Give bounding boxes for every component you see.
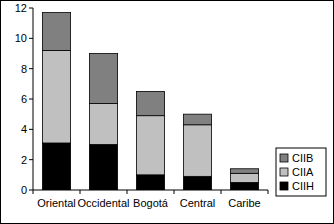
legend-label: CIIH [292,180,314,192]
y-tick [29,190,33,191]
bar-segment [230,169,258,174]
bar-segment [230,182,258,190]
x-tick-label: Central [180,197,215,209]
x-tick [80,190,81,194]
y-tick-label: 6 [21,93,27,105]
y-tick-label: 4 [21,123,27,135]
legend-swatch [280,168,288,176]
bar-segment [42,143,70,190]
bar-segment [89,104,117,145]
legend-box [276,148,326,196]
y-tick-label: 12 [15,2,27,14]
x-tick-label: Occidental [78,197,130,209]
y-tick-label: 0 [21,184,27,196]
x-tick [174,190,175,194]
x-tick [127,190,128,194]
bars [42,13,258,190]
bar-segment [89,145,117,191]
legend-swatch [280,154,288,162]
y-tick [29,159,33,160]
bar-segment [183,125,211,177]
y-tick [29,38,33,39]
bar-segment [136,175,164,190]
bar-segment [42,13,70,51]
x-tick [33,190,34,194]
x-tick-label: Oriental [37,197,76,209]
bar-segment [230,173,258,182]
chart-border [1,1,334,224]
y-tick [29,8,33,9]
y-tick [29,99,33,100]
bar-segment [89,54,117,104]
x-tick-label: Bogotá [133,197,169,209]
bar-segment [183,176,211,190]
bar-segment [183,114,211,125]
bar-segment [136,116,164,175]
legend-swatch [280,182,288,190]
x-tick-label: Caribe [228,197,260,209]
y-tick-label: 8 [21,63,27,75]
bar-segment [136,91,164,115]
x-axis [33,190,268,191]
y-tick-label: 2 [21,154,27,166]
legend-label: CIIB [292,152,313,164]
y-axis [33,8,34,190]
legend-label: CIIA [292,166,314,178]
bar-segment [42,50,70,143]
y-tick [29,129,33,130]
x-tick [268,190,269,194]
x-tick [221,190,222,194]
y-tick-label: 10 [15,32,27,44]
y-tick [29,68,33,69]
